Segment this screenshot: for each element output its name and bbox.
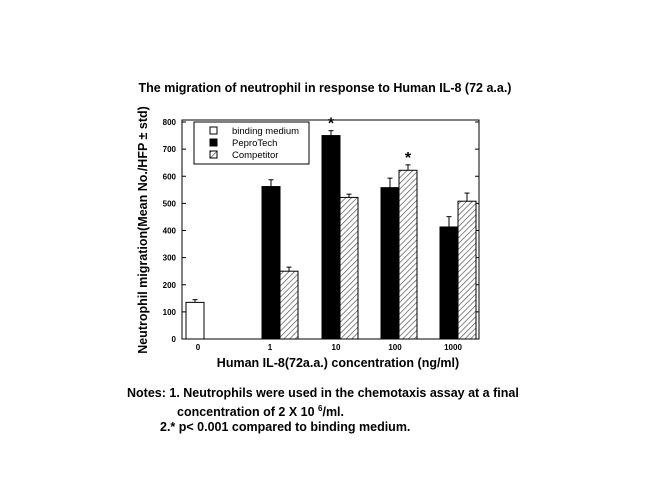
y-tick-label: 0: [172, 335, 177, 344]
legend-label-competitor: Competitor: [232, 150, 278, 161]
note-unit: /ml.: [322, 405, 345, 420]
bar-peprotech: [261, 186, 281, 340]
y-axis-label: Neutrophil migration(Mean No./HFP ± std): [136, 106, 150, 354]
legend: binding medium PeproTech Competitor: [193, 121, 310, 165]
significance-asterisk: *: [405, 150, 412, 167]
note-exponent: 6: [318, 404, 323, 413]
y-tick-label: 200: [163, 281, 177, 290]
bar-competitor: [457, 200, 477, 340]
bar-competitor: [339, 196, 359, 340]
y-tick-label: 700: [163, 145, 177, 154]
y-tick-label: 300: [163, 254, 177, 263]
y-tick-label: 600: [163, 172, 177, 181]
bar-peprotech: [380, 187, 400, 340]
bar-binding-medium: [185, 301, 205, 340]
chart-title: The migration of neutrophil in response …: [139, 81, 512, 95]
x-tick-label: 100: [388, 343, 402, 352]
bar-competitor: [279, 270, 299, 340]
legend-swatch-peprotech: [209, 138, 218, 147]
bar-competitor: [398, 169, 418, 340]
bar-peprotech: [321, 135, 341, 340]
note-1-continued: concentration of 2 X 10 6/ml.: [177, 404, 344, 419]
y-tick-label: 800: [163, 118, 177, 127]
bar-peprotech: [439, 226, 459, 340]
y-tick-label: 100: [163, 308, 177, 317]
note-concentration-text: concentration of 2 X 10: [177, 405, 319, 420]
legend-label-binding-medium: binding medium: [232, 126, 299, 137]
x-tick-label: 10: [332, 343, 341, 352]
legend-label-peprotech: PeproTech: [232, 138, 277, 149]
x-tick-label: 1000: [444, 343, 462, 352]
y-tick-label: 500: [163, 199, 177, 208]
significance-asterisk: *: [328, 116, 335, 133]
x-tick-label: 1: [268, 343, 273, 352]
y-tick-label: 400: [163, 227, 177, 236]
legend-swatch-competitor: [209, 150, 218, 159]
x-axis-label: Human IL-8(72a.a.) concentration (ng/ml): [217, 356, 459, 370]
x-tick-label: 0: [196, 343, 201, 352]
note-2: 2.* p< 0.001 compared to binding medium.: [160, 420, 411, 434]
legend-swatch-binding-medium: [209, 126, 218, 135]
note-1: Notes: 1. Neutrophils were used in the c…: [127, 386, 519, 400]
